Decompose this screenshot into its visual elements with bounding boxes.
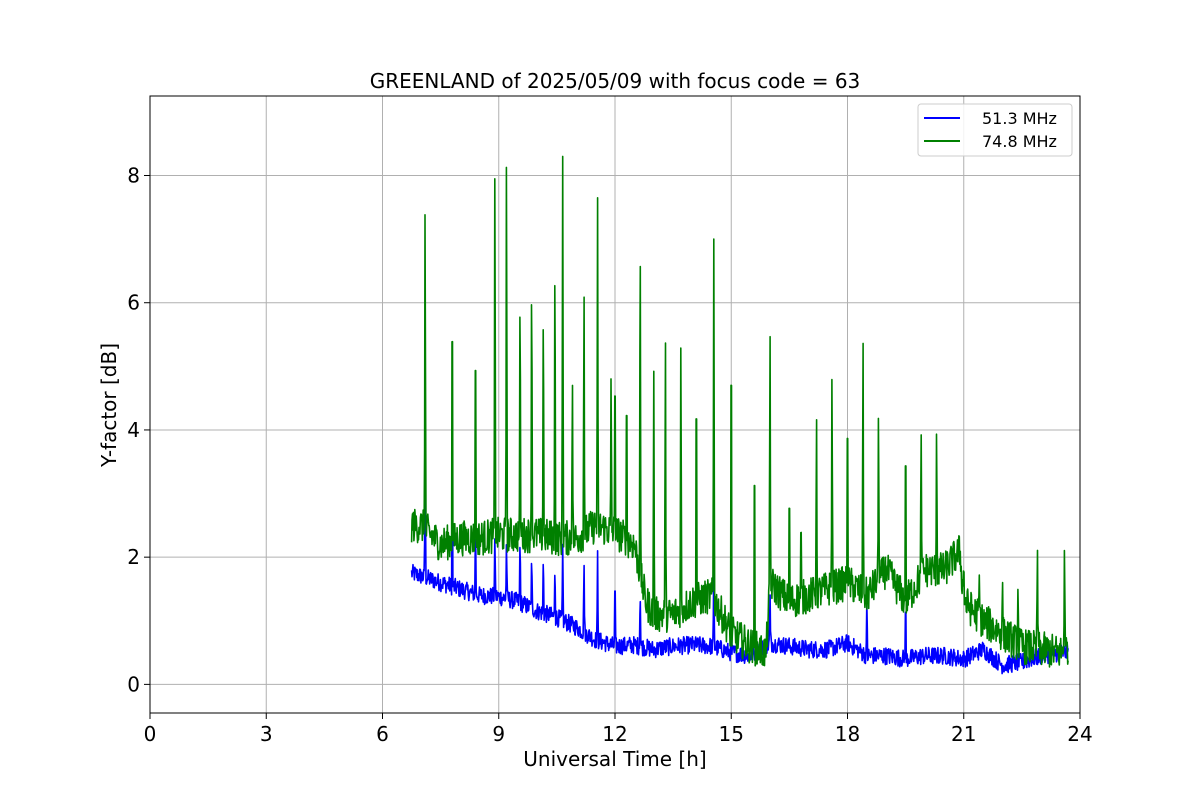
x-tick-label: 15 <box>719 722 744 746</box>
y-tick-label: 6 <box>127 291 140 315</box>
legend-label-74mhz: 74.8 MHz <box>982 132 1057 151</box>
x-tick-label: 24 <box>1067 722 1092 746</box>
legend: 51.3 MHz 74.8 MHz <box>917 103 1073 157</box>
y-tick-label: 8 <box>127 164 140 188</box>
x-tick-label: 3 <box>260 722 273 746</box>
x-tick-label: 12 <box>602 722 627 746</box>
x-tick-label: 6 <box>376 722 389 746</box>
y-tick-label: 0 <box>127 672 140 696</box>
y-tick-label: 2 <box>127 545 140 569</box>
x-tick-label: 0 <box>144 722 157 746</box>
x-tick-label: 18 <box>835 722 860 746</box>
x-axis-title: Universal Time [h] <box>523 747 706 771</box>
series-line-74mhz <box>410 155 1069 668</box>
series-lines <box>410 155 1069 675</box>
chart-title: GREENLAND of 2025/05/09 with focus code … <box>370 69 861 93</box>
y-tick-label: 4 <box>127 418 140 442</box>
series-line-51mhz <box>410 439 1069 675</box>
x-tick-label: 9 <box>492 722 505 746</box>
legend-label-51mhz: 51.3 MHz <box>982 109 1057 128</box>
x-tick-label: 21 <box>951 722 976 746</box>
y-axis-title: Y-factor [dB] <box>97 343 121 468</box>
